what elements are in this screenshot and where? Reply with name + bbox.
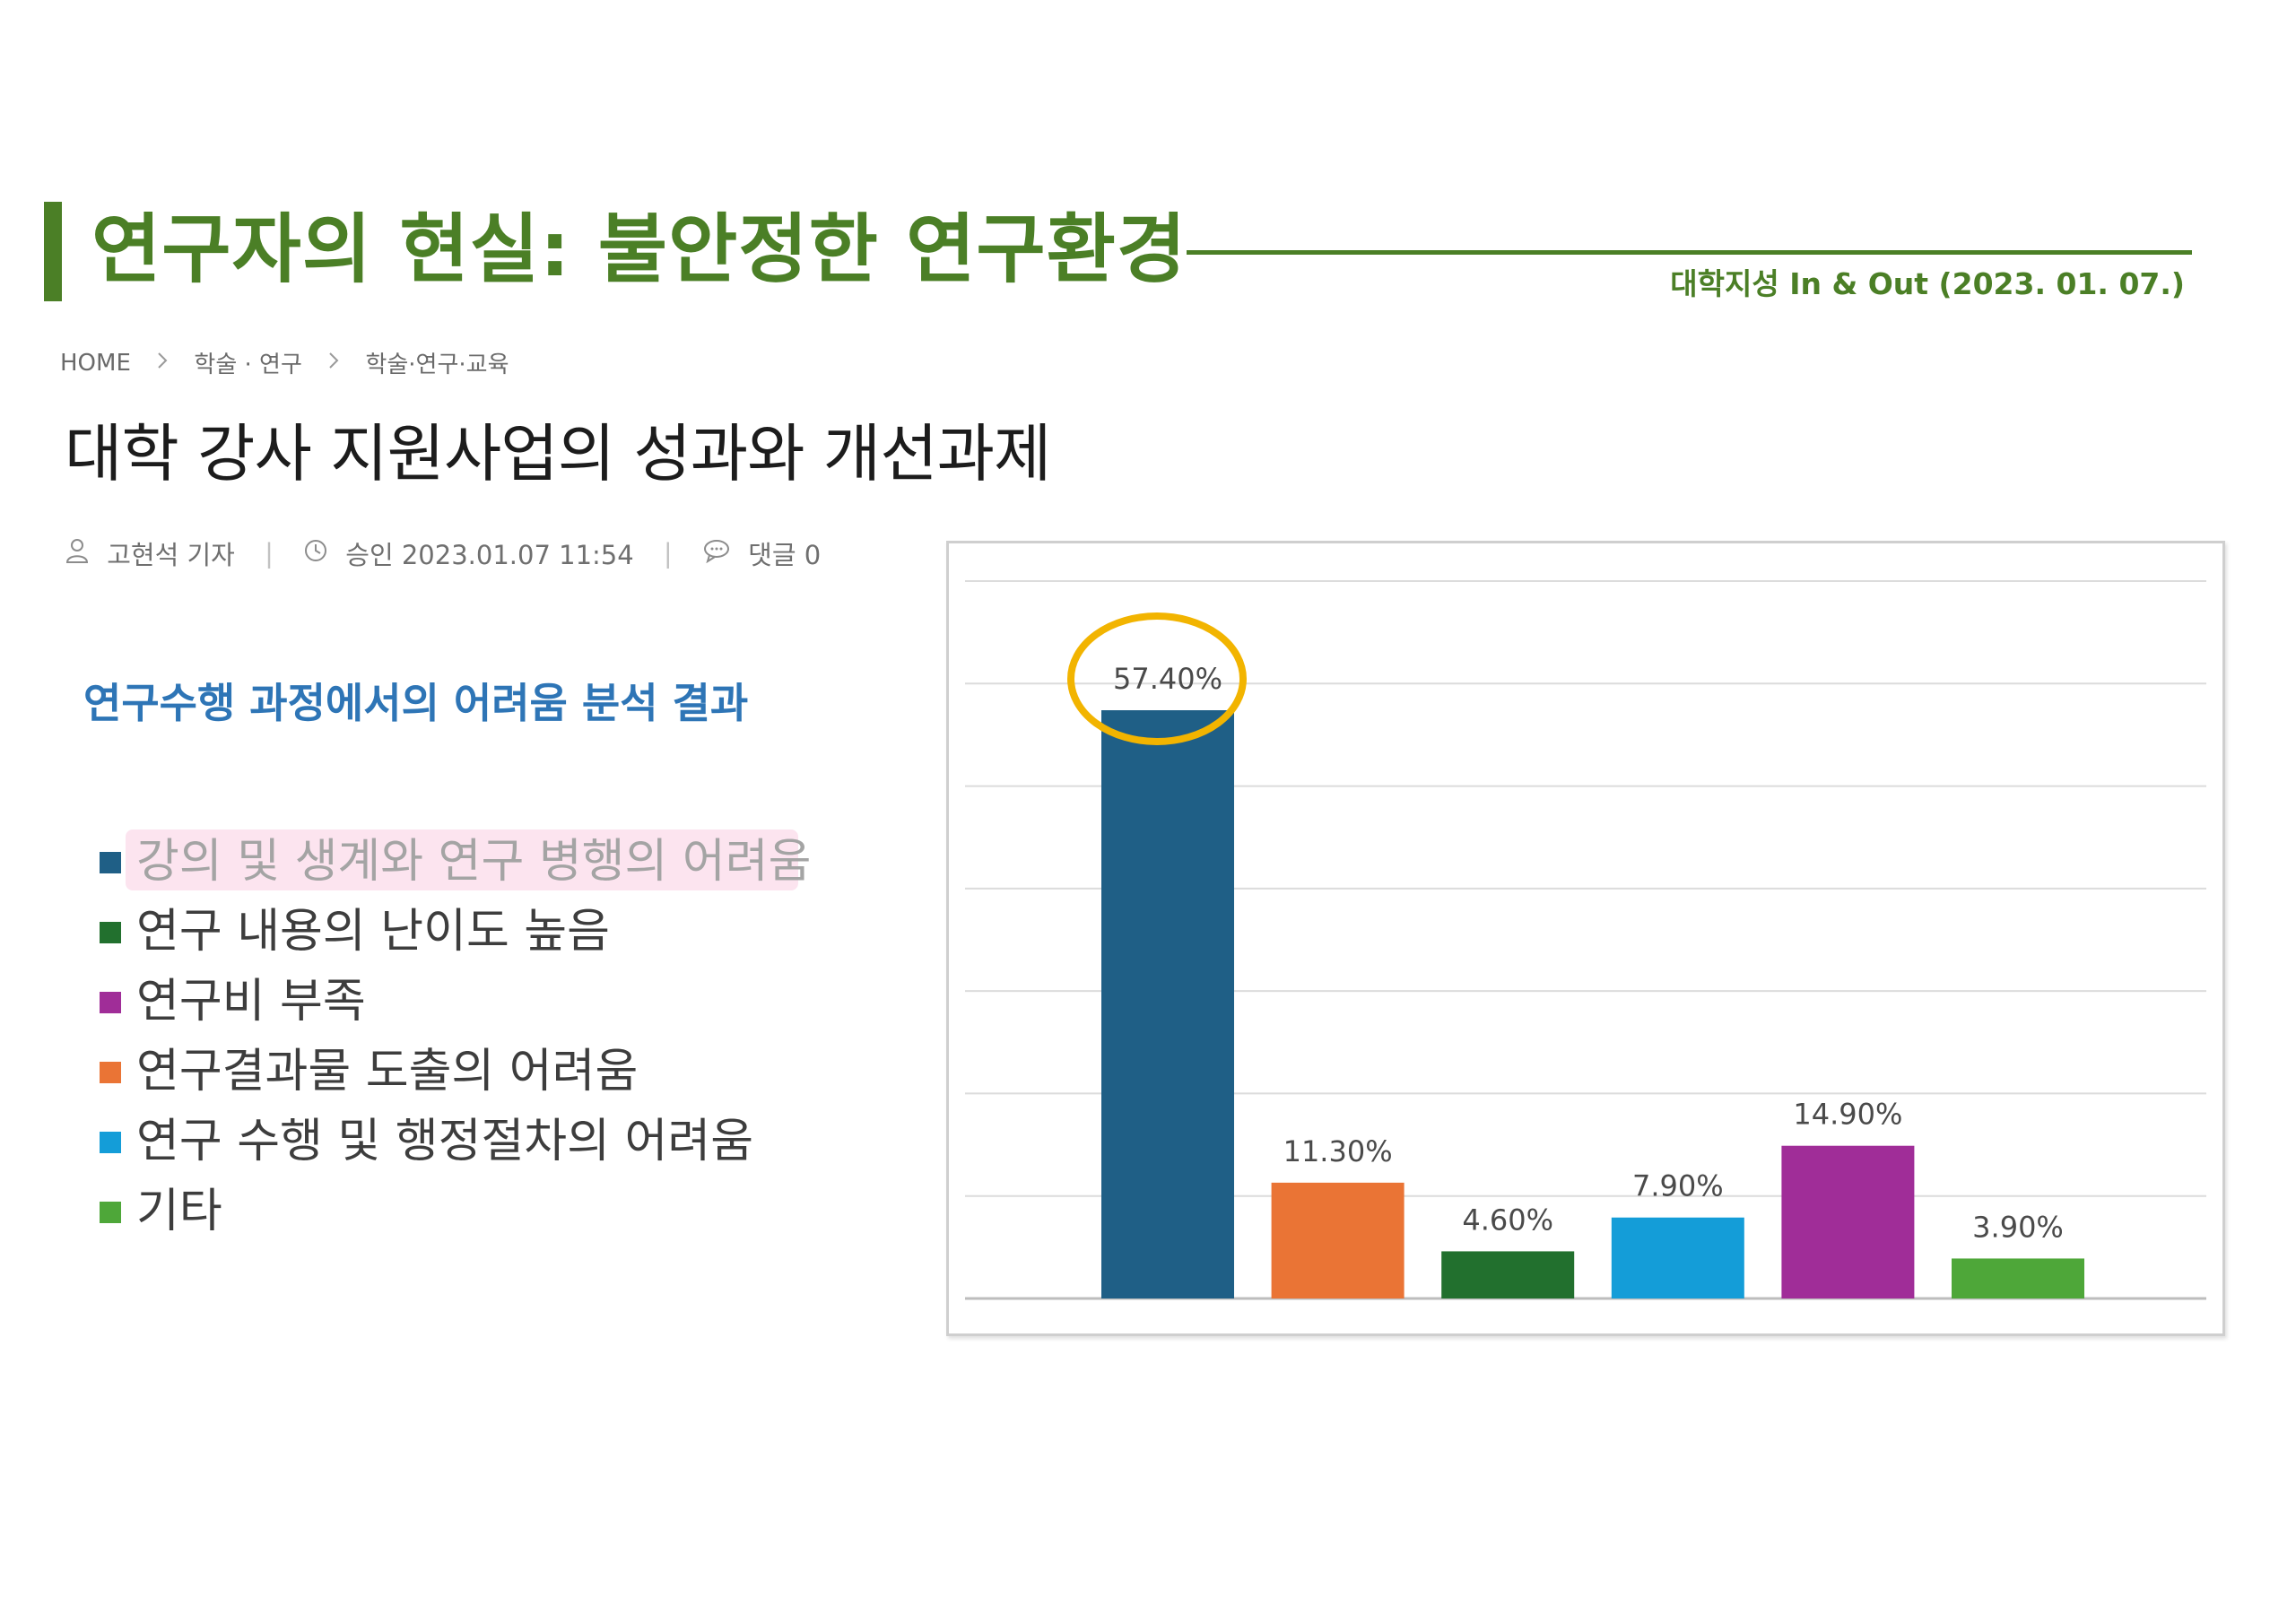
legend-label: 연구결과물 도출의 어려움 — [136, 1045, 639, 1099]
bar-chart: 57.40% 11.30% 4.60% 7.90% 14.90% 3.90% — [965, 580, 2206, 1300]
bar — [1101, 710, 1234, 1298]
legend-swatch — [100, 1062, 121, 1083]
legend-label: 연구 내용의 난이도 높음 — [136, 905, 610, 959]
bar-value-label: 11.30% — [1283, 1134, 1393, 1168]
author-name: 고현석 기자 — [107, 540, 235, 570]
legend-highlight — [126, 829, 798, 890]
comment-icon — [702, 538, 731, 569]
bar-value-label: 7.90% — [1632, 1169, 1724, 1203]
meta-divider: | — [265, 538, 274, 569]
bar — [1441, 1251, 1575, 1298]
chart-caption: 연구수행 과정에서의 어려움 분석 결과 — [83, 679, 749, 727]
title-divider-line — [1187, 250, 2192, 255]
breadcrumb-home[interactable]: HOME — [60, 349, 131, 377]
legend-swatch — [100, 1202, 121, 1223]
approved-datetime: 승인 2023.01.07 11:54 — [345, 540, 634, 570]
legend-swatch — [100, 1132, 121, 1153]
breadcrumb: HOME 학술 · 연구 학술·연구·교육 — [60, 346, 509, 379]
article-title: 대학 강사 지원사업의 성과와 개선과제 — [65, 417, 1051, 491]
bar — [1611, 1217, 1744, 1298]
legend-swatch — [100, 852, 121, 873]
comment-count[interactable]: 댓글 0 — [748, 540, 822, 570]
legend-label: 연구비 부족 — [136, 975, 366, 1029]
legend-label: 기타 — [136, 1185, 222, 1238]
bar-value-label: 14.90% — [1793, 1098, 1902, 1132]
chevron-right-icon — [156, 350, 169, 377]
breadcrumb-section[interactable]: 학술 · 연구 — [194, 352, 302, 378]
slide-title: 연구자의 현실: 불안정한 연구환경 — [91, 205, 1187, 293]
legend-swatch — [100, 992, 121, 1013]
meta-divider: | — [663, 538, 673, 569]
legend-swatch — [100, 922, 121, 943]
bar-value-label: 4.60% — [1462, 1203, 1553, 1237]
bar-value-label: 57.40% — [1113, 662, 1222, 696]
legend-label: 강의 및 생계와 연구 병행의 어려움 — [136, 835, 812, 889]
bar — [1952, 1258, 2084, 1298]
title-accent-bar — [44, 202, 62, 301]
bar-value-label: 3.90% — [1972, 1210, 2064, 1244]
bar — [1271, 1182, 1405, 1298]
chart-panel: 57.40% 11.30% 4.60% 7.90% 14.90% 3.90% — [946, 541, 2225, 1336]
breadcrumb-subsection[interactable]: 학술·연구·교육 — [365, 352, 509, 378]
article-meta: 고현석 기자 | 승인 2023.01.07 11:54 | 댓글 0 — [65, 534, 821, 572]
clock-icon — [303, 538, 328, 569]
user-icon — [65, 537, 90, 570]
chevron-right-icon — [327, 350, 340, 377]
source-label: 대학지성 In & Out (2023. 01. 07.) — [1670, 266, 2185, 301]
highlight-circle — [1067, 612, 1247, 745]
legend-label: 연구 수행 및 행정절차의 어려움 — [136, 1115, 754, 1168]
bar — [1781, 1145, 1915, 1298]
